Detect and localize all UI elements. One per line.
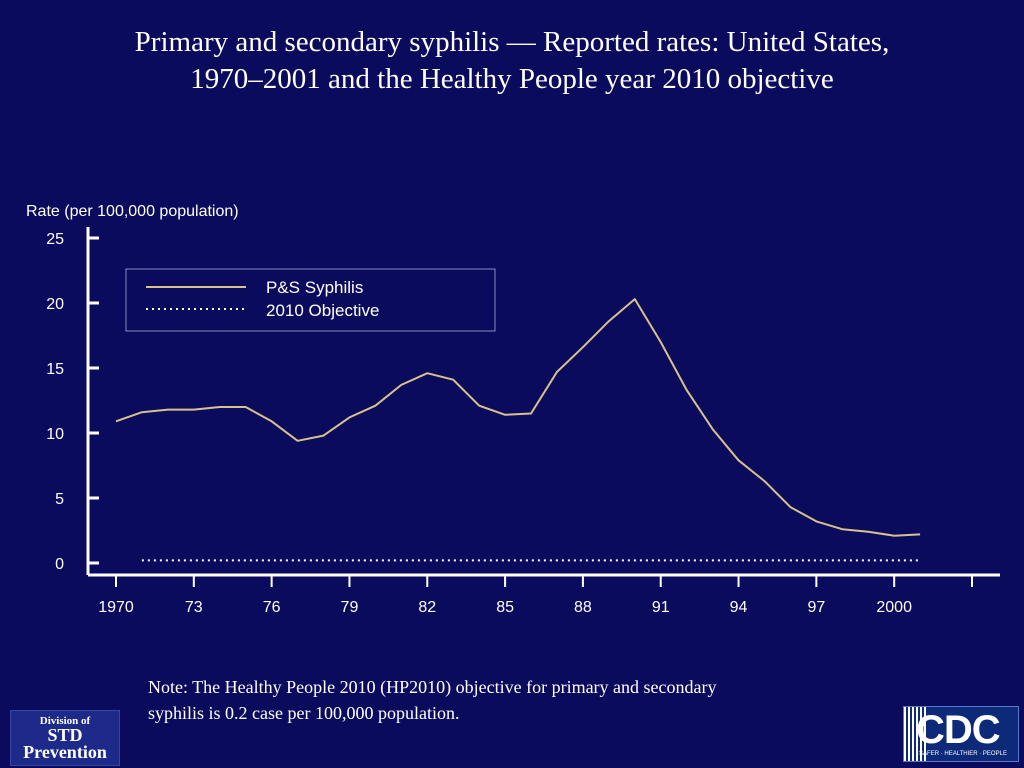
x-tick-label: 88 — [574, 599, 592, 616]
series-line-ps-syphilis — [115, 298, 921, 537]
axes: 0 5 10 15 20 25 1970 73 76 79 82 85 88 91 94 97 2000 — [46, 227, 1000, 616]
footnote-line-1: Note: The Healthy People 2010 (HP2010) o… — [148, 677, 717, 697]
x-tick-label: 85 — [496, 599, 514, 616]
y-tick-label: 25 — [46, 231, 64, 248]
chart-title-line-2: 1970–2001 and the Healthy People year 20… — [190, 63, 834, 95]
x-tick-label: 82 — [418, 599, 436, 616]
x-tick-label: 97 — [807, 599, 825, 616]
y-axis-label: Rate (per 100,000 population) — [26, 203, 239, 220]
x-tick-label: 73 — [185, 599, 203, 616]
division-std-prevention-logo: Division of STD Prevention — [10, 710, 120, 766]
x-tick-label: 79 — [341, 599, 359, 616]
x-tick-label: 91 — [652, 599, 670, 616]
chart-title: Primary and secondary syphilis — Reporte… — [0, 24, 1024, 98]
y-tick-label: 20 — [46, 296, 64, 313]
chart-title-line-1: Primary and secondary syphilis — Reporte… — [134, 26, 890, 58]
x-tick-label: 1970 — [98, 599, 134, 616]
legend-label-ps-syphilis: P&S Syphilis — [266, 278, 363, 297]
x-tick-label: 76 — [263, 599, 281, 616]
cdc-logo-mark: CDC — [916, 708, 1001, 752]
cdc-stripes-icon — [904, 707, 928, 761]
legend-label-2010-objective: 2010 Objective — [266, 301, 379, 320]
y-tick-label: 10 — [46, 426, 64, 443]
logo-std-line-1: Division of — [39, 715, 91, 727]
series-layer — [115, 298, 921, 562]
legend: P&S Syphilis 2010 Objective — [125, 268, 496, 332]
legend-box — [125, 268, 496, 332]
footnote-line-2: syphilis is 0.2 case per 100,000 populat… — [148, 703, 460, 723]
cdc-logo-tagline: SAFER · HEALTHIER · PEOPLE — [919, 751, 1007, 757]
y-tick-label: 5 — [55, 491, 64, 508]
cdc-logo: CDC SAFER · HEALTHIER · PEOPLE — [903, 706, 1019, 762]
logo-std-line-2: STD — [47, 725, 83, 745]
x-tick-label: 94 — [730, 599, 748, 616]
footnote: Note: The Healthy People 2010 (HP2010) o… — [148, 674, 908, 726]
x-tick-label: 2000 — [876, 599, 912, 616]
logo-std-line-3: Prevention — [23, 742, 107, 762]
y-tick-label: 15 — [46, 361, 64, 378]
y-tick-label: 0 — [55, 556, 64, 573]
